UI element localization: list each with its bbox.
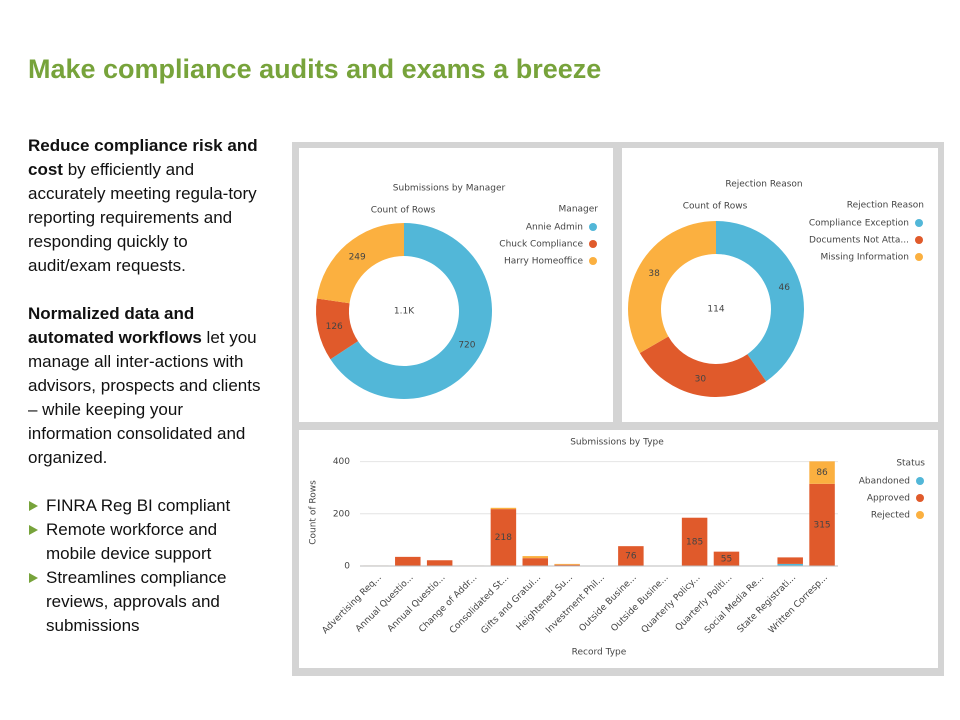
donut-slice <box>316 298 359 360</box>
bar-segment <box>490 507 517 510</box>
bold-lead: Reduce compliance risk and cost <box>28 136 258 179</box>
slice-label: 30 <box>695 374 707 384</box>
center-label: 1.1K <box>394 307 415 317</box>
legend-marker <box>916 477 924 485</box>
chart-title: Submissions by Type <box>570 438 664 448</box>
bullet: FINRA Reg BI compliant <box>28 494 268 518</box>
y-tick-label: 0 <box>344 562 350 572</box>
legend-marker <box>915 219 923 227</box>
center-label: 114 <box>707 305 724 315</box>
legend-label: Harry Homeoffice <box>504 257 583 267</box>
bar-segment <box>426 560 453 566</box>
legend-label: Annie Admin <box>526 223 583 233</box>
bar-segment <box>809 483 835 566</box>
bar-segment <box>522 556 549 559</box>
value-label: 55 <box>721 554 732 564</box>
dashboard: Submissions by Manager Count of Rows 720 12… <box>292 142 944 676</box>
legend-label: Documents Not Atta... <box>809 236 909 246</box>
bar-segment <box>777 563 803 566</box>
bar-segment <box>777 557 803 564</box>
paragraph-text: let you manage all inter-actions with ad… <box>28 328 261 467</box>
legend-marker <box>589 223 597 231</box>
legend-label: Approved <box>867 494 910 504</box>
bar-segment <box>809 461 835 484</box>
legend-marker <box>915 236 923 244</box>
bar-segment <box>490 509 517 566</box>
legend-label: Compliance Exception <box>809 219 909 229</box>
legend-marker <box>915 253 923 261</box>
value-label: 315 <box>813 520 830 530</box>
y-tick-label: 400 <box>333 457 350 467</box>
bullet: Remote workforce and mobile device suppo… <box>28 518 268 566</box>
donut-slice <box>716 221 805 382</box>
slide-title: Make compliance audits and exams a breez… <box>28 54 602 84</box>
legend-marker <box>589 240 597 248</box>
legend-title: Manager <box>559 205 599 215</box>
slice-label: 126 <box>326 322 343 332</box>
donut-slice <box>316 223 404 304</box>
chart-title: Rejection Reason <box>725 180 802 190</box>
paragraph: Reduce compliance risk and cost by effic… <box>28 134 268 278</box>
legend-title: Rejection Reason <box>847 201 924 211</box>
slice-label: 720 <box>458 340 475 350</box>
bar-segment <box>713 551 740 566</box>
x-axis-title: Record Type <box>572 648 627 658</box>
legend-label: Abandoned <box>859 477 910 487</box>
bar-segment <box>554 563 580 565</box>
slice-label: 38 <box>648 269 660 279</box>
bullet: Streamlines compliance reviews, approval… <box>28 566 268 638</box>
bar-segment <box>395 556 421 566</box>
bar-segment <box>618 546 644 566</box>
y-axis-title: Count of Rows <box>309 480 319 545</box>
legend-label: Rejected <box>871 511 910 521</box>
slice-label: 249 <box>349 252 366 262</box>
text-column: Reduce compliance risk and cost by effic… <box>28 134 268 638</box>
bold-lead: Normalized data and automated workflows <box>28 304 202 347</box>
donut-slice <box>639 336 767 397</box>
slice-label: 46 <box>779 283 791 293</box>
paragraph: Normalized data and automated workflows … <box>28 302 268 470</box>
bullet-list: FINRA Reg BI compliant Remote workforce … <box>28 494 268 638</box>
bar-segment <box>522 558 549 566</box>
donut-slice <box>330 223 492 399</box>
value-label: 218 <box>495 533 512 543</box>
y-tick-label: 200 <box>333 509 350 519</box>
legend-marker <box>916 511 924 519</box>
chart-title: Submissions by Manager <box>393 184 506 194</box>
legend-label: Missing Information <box>820 253 909 263</box>
legend-marker <box>916 494 924 502</box>
chart-subtitle: Count of Rows <box>371 206 436 216</box>
value-label: 185 <box>686 537 703 547</box>
bar-segment <box>554 564 580 566</box>
paragraph-text: by efficiently and accurately meeting re… <box>28 160 257 275</box>
legend-marker <box>589 257 597 265</box>
value-label: 86 <box>816 468 828 478</box>
value-label: 76 <box>625 552 637 562</box>
legend-title: Status <box>896 459 925 469</box>
bar-segment <box>681 517 708 566</box>
chart-subtitle: Count of Rows <box>683 202 748 212</box>
donut-slice <box>628 221 716 353</box>
legend-label: Chuck Compliance <box>499 240 583 250</box>
